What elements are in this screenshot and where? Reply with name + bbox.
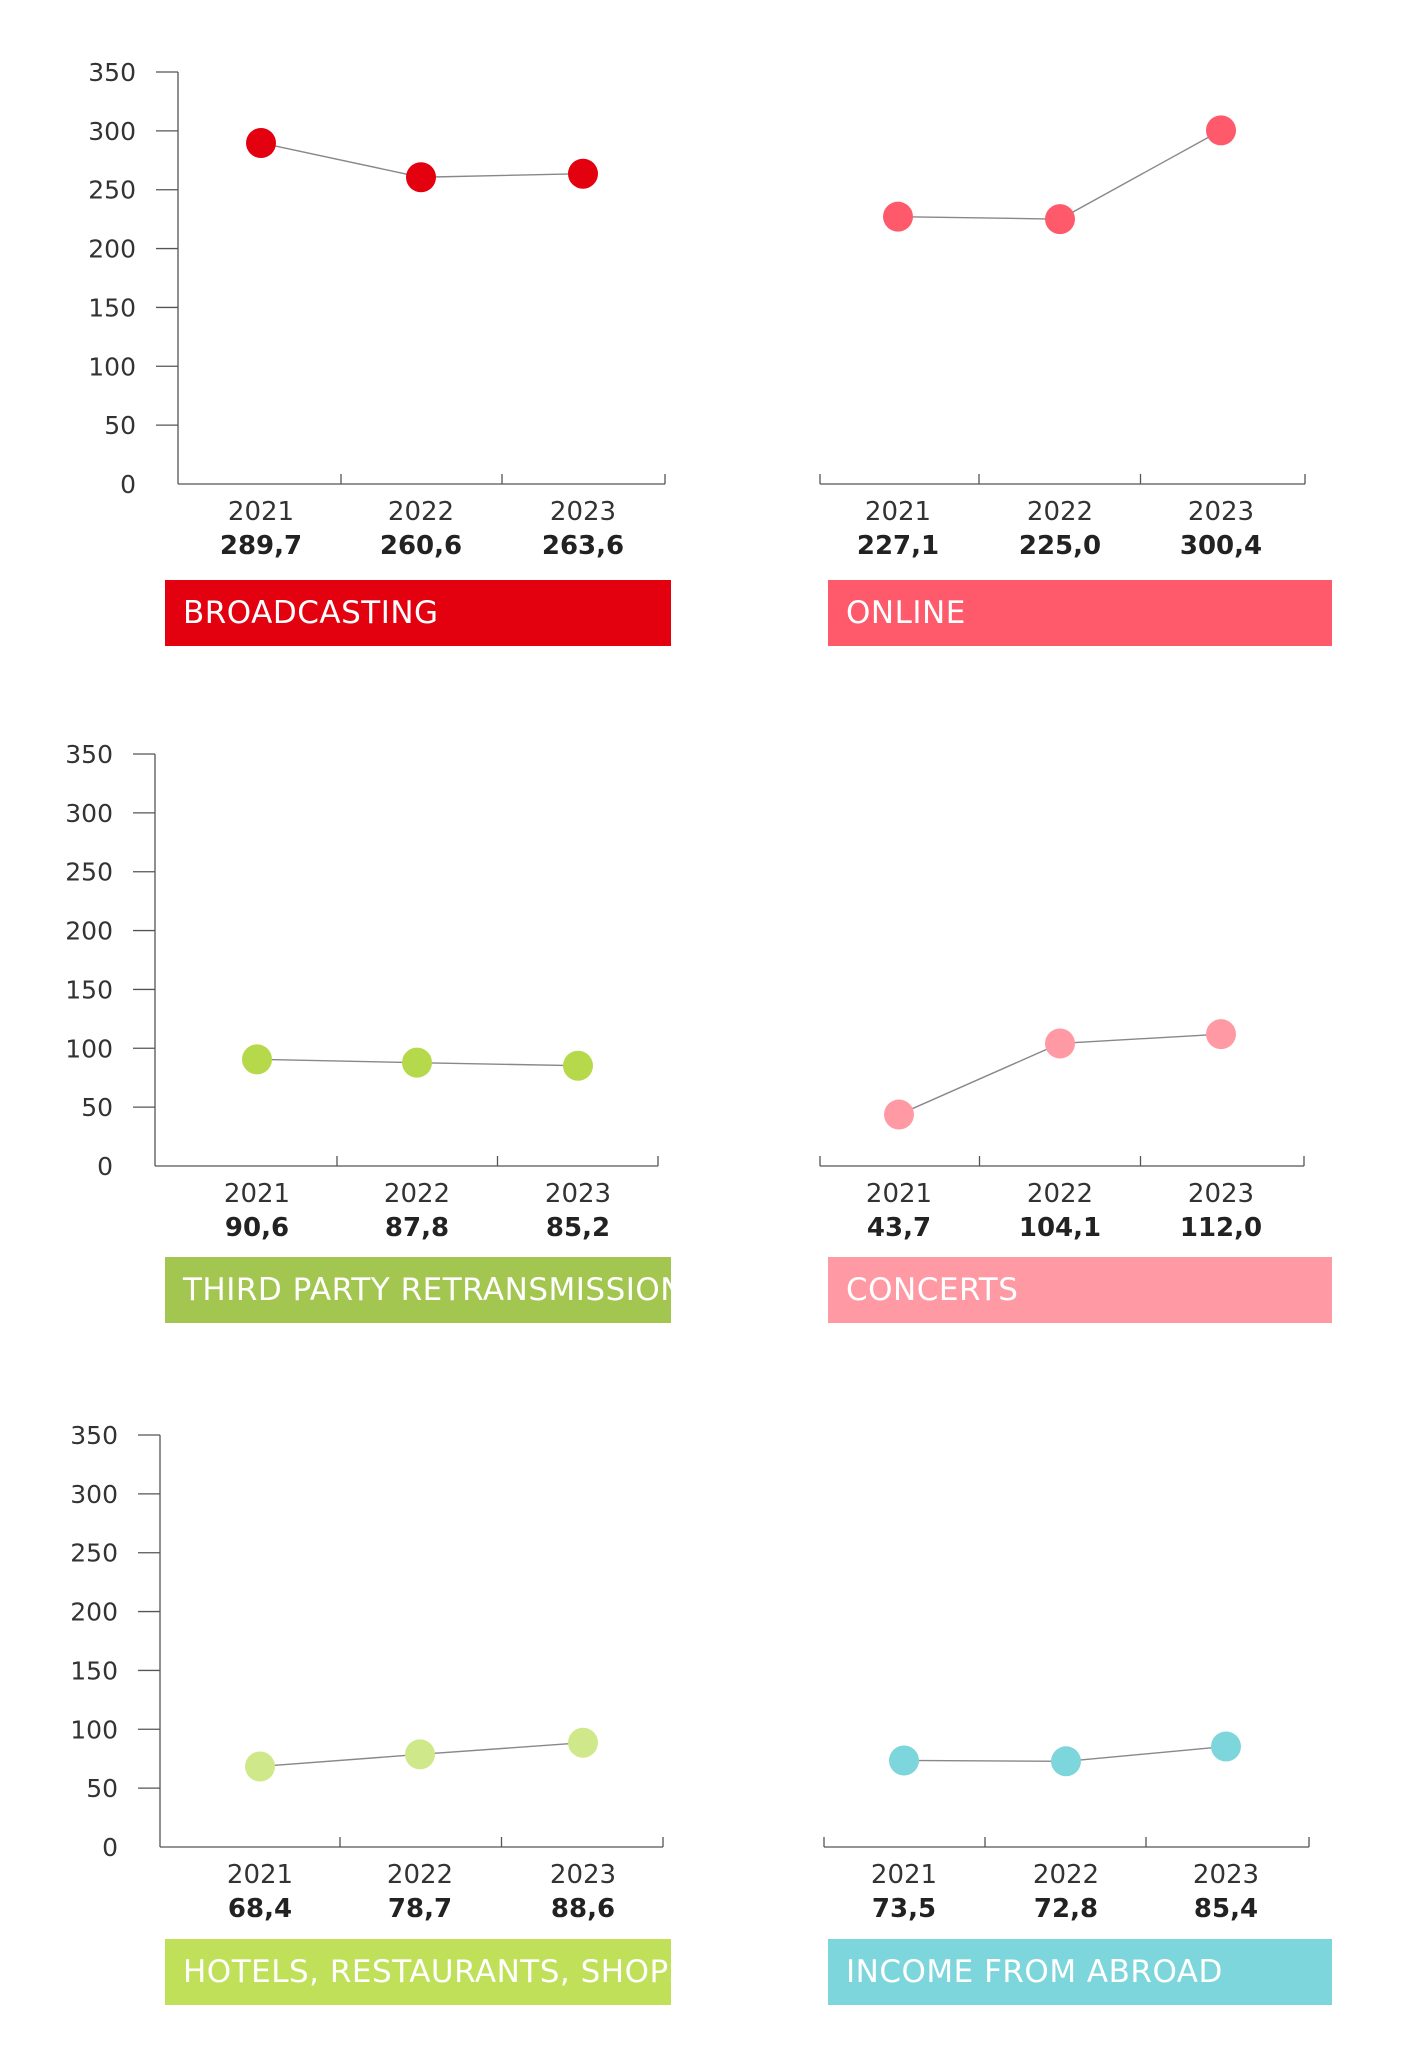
y-tick-label: 300 [88,117,136,146]
data-point-2022 [1045,1028,1075,1059]
y-tick-label: 350 [88,58,136,87]
chart-title-banner-hotels-restaurants-shops: HOTELS, RESTAURANTS, SHOPS [165,1939,671,2005]
chart-title-banner-concerts: CONCERTS [828,1257,1332,1323]
data-point-2023 [568,1727,598,1758]
data-value-label: 85,4 [1194,1894,1258,1924]
data-point-2021 [889,1745,919,1776]
chart-title-banner-online: ONLINE [828,580,1332,646]
y-tick-label: 250 [65,858,113,887]
data-value-label: 300,4 [1180,531,1262,561]
data-point-2021 [245,1751,275,1782]
x-category-label: 2021 [865,497,931,527]
data-point-2021 [242,1044,272,1075]
y-tick-label: 0 [120,470,136,499]
y-tick-label: 300 [65,799,113,828]
data-point-2022 [405,1739,435,1770]
data-value-label: 85,2 [546,1213,610,1243]
chart-svg-third-party-retransmission: 0 50 100 150 200 250 300 350 2021 90,6 2022 87,8 202… [65,740,659,1243]
chart-panel-hotels-restaurants-shops: 0 50 100 150 200 250 300 350 2021 68,4 2022 78,7 202… [0,1362,680,2005]
chart-panel-online: 2021 227,1 2022 225,0 2023 300,4 ONLINE [680,0,1360,646]
y-tick-label: 100 [65,1034,113,1063]
y-tick-label: 100 [70,1715,118,1744]
data-value-label: 289,7 [220,531,302,561]
y-tick-label: 350 [70,1421,118,1450]
chart-title-banner-income-from-abroad: INCOME FROM ABROAD [828,1939,1332,2005]
data-value-label: 104,1 [1019,1213,1101,1243]
chart-svg-income-from-abroad: 2021 73,5 2022 72,8 2023 85,4 [823,1731,1310,1924]
y-tick-label: 100 [88,352,136,381]
data-point-2022 [402,1047,432,1078]
data-value-label: 78,7 [388,1894,452,1924]
y-tick-label: 50 [81,1093,113,1122]
chart-title-banner-third-party-retransmission: THIRD PARTY RETRANSMISSION [165,1257,671,1323]
chart-panel-broadcasting: 0 50 100 150 200 250 300 350 2021 289,7 2022 260,6 2… [15,0,695,646]
x-category-label: 2023 [545,1179,611,1209]
x-category-label: 2023 [1193,1860,1259,1890]
data-point-2023 [1206,115,1236,146]
y-tick-label: 150 [65,975,113,1004]
y-tick-label: 350 [65,740,113,769]
x-category-label: 2022 [387,1860,453,1890]
x-category-label: 2022 [1027,1179,1093,1209]
data-point-2023 [568,158,598,189]
data-value-label: 112,0 [1180,1213,1262,1243]
x-category-label: 2021 [228,497,294,527]
data-value-label: 227,1 [857,531,939,561]
x-category-label: 2023 [1188,1179,1254,1209]
chart-panel-income-from-abroad: 2021 73,5 2022 72,8 2023 85,4 INCOME FROM ABR… [680,1362,1360,2005]
data-point-2023 [1211,1731,1241,1762]
x-category-label: 2022 [384,1179,450,1209]
data-value-label: 90,6 [225,1213,289,1243]
chart-svg-broadcasting: 0 50 100 150 200 250 300 350 2021 289,7 2022 260,6 2… [88,58,666,561]
data-value-label: 43,7 [867,1213,931,1243]
y-tick-label: 250 [88,176,136,205]
y-tick-label: 50 [104,411,136,440]
data-point-2021 [884,1099,914,1130]
x-category-label: 2022 [388,497,454,527]
chart-svg-concerts: 2021 43,7 2022 104,1 2023 112,0 [819,1019,1305,1243]
data-point-2023 [563,1050,593,1081]
y-tick-label: 0 [97,1152,113,1181]
x-category-label: 2023 [550,497,616,527]
y-tick-label: 0 [102,1833,118,1862]
y-tick-label: 50 [86,1774,118,1803]
chart-panel-concerts: 2021 43,7 2022 104,1 2023 112,0 CONCERTS [680,680,1360,1323]
data-point-2022 [406,162,436,193]
x-category-label: 2021 [224,1179,290,1209]
y-tick-label: 200 [70,1598,118,1627]
data-value-label: 68,4 [228,1894,292,1924]
data-value-label: 260,6 [380,531,462,561]
y-tick-label: 150 [88,293,136,322]
x-category-label: 2023 [550,1860,616,1890]
y-tick-label: 150 [70,1656,118,1685]
x-category-label: 2021 [866,1179,932,1209]
y-tick-label: 200 [88,235,136,264]
data-value-label: 72,8 [1034,1894,1098,1924]
data-value-label: 225,0 [1019,531,1101,561]
x-category-label: 2021 [227,1860,293,1890]
x-category-label: 2023 [1188,497,1254,527]
data-point-2021 [883,201,913,232]
y-tick-label: 300 [70,1480,118,1509]
data-point-2022 [1045,204,1075,235]
data-point-2021 [246,127,276,158]
data-value-label: 263,6 [542,531,624,561]
chart-panel-third-party-retransmission: 0 50 100 150 200 250 300 350 2021 90,6 2022 87,8 202… [0,680,680,1323]
data-point-2022 [1051,1746,1081,1777]
x-category-label: 2022 [1033,1860,1099,1890]
chart-svg-online: 2021 227,1 2022 225,0 2023 300,4 [819,115,1306,561]
y-tick-label: 250 [70,1539,118,1568]
data-value-label: 73,5 [872,1894,936,1924]
chart-title-banner-broadcasting: BROADCASTING [165,580,671,646]
data-value-label: 88,6 [551,1894,615,1924]
y-tick-label: 200 [65,917,113,946]
x-category-label: 2022 [1027,497,1093,527]
data-value-label: 87,8 [385,1213,449,1243]
data-point-2023 [1206,1019,1236,1050]
x-category-label: 2021 [871,1860,937,1890]
chart-svg-hotels-restaurants-shops: 0 50 100 150 200 250 300 350 2021 68,4 2022 78,7 202… [70,1421,664,1924]
